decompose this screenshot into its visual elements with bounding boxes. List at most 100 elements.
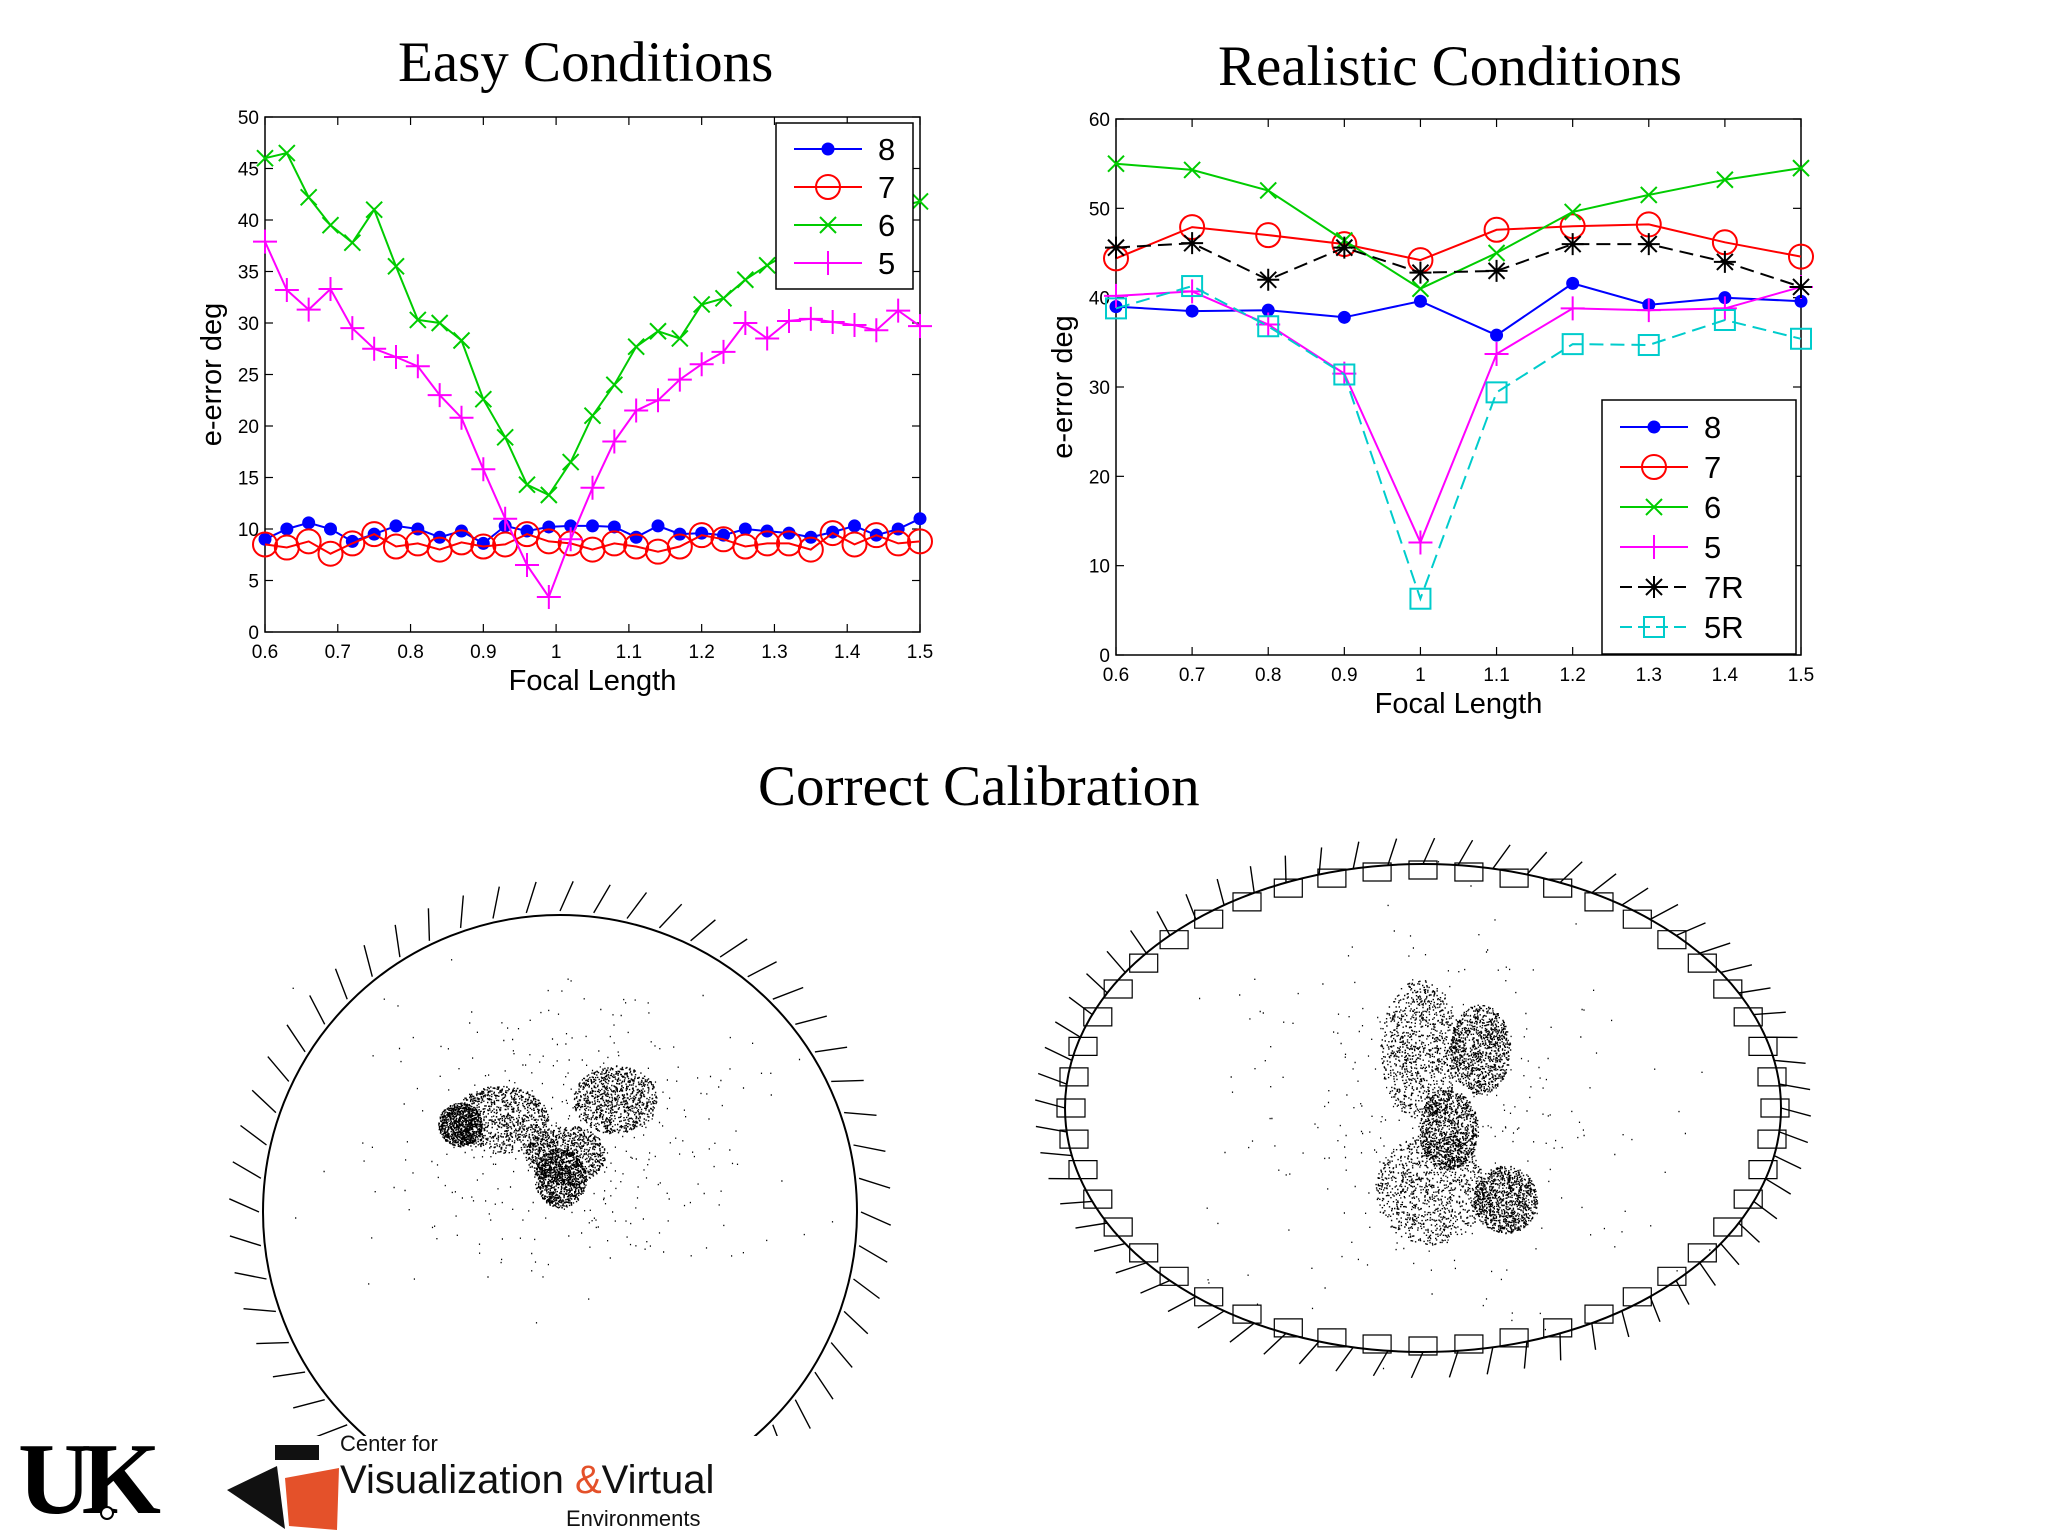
data-point: [496, 428, 514, 447]
x-tick-label: 0.9: [470, 642, 496, 663]
data-point: [602, 429, 627, 454]
data-point: [558, 527, 583, 552]
data-point: [1409, 587, 1432, 610]
cvve-word-visualization: Visualization: [340, 1458, 564, 1502]
data-point: [296, 297, 321, 322]
legend-label-7: 7: [878, 170, 895, 205]
data-point: [1716, 171, 1734, 189]
data-point: [580, 475, 605, 500]
data-point: [1560, 296, 1585, 321]
y-tick-label: 0: [1099, 646, 1110, 667]
data-point: [1483, 216, 1510, 243]
data-point: [688, 522, 715, 549]
data-point: [1181, 232, 1204, 255]
data-point: [302, 516, 316, 530]
data-point: [470, 533, 497, 560]
data-point: [624, 398, 649, 423]
data-point: [1713, 250, 1736, 273]
data-point: [886, 298, 911, 323]
data-point: [1563, 203, 1582, 221]
data-point: [1261, 303, 1275, 317]
y-tick-label: 25: [238, 366, 259, 387]
data-point: [540, 486, 558, 504]
point-cloud-left: [292, 959, 834, 1324]
x-tick-label: 0.7: [1179, 665, 1205, 686]
data-point: [1181, 275, 1204, 298]
data-point: [586, 519, 599, 533]
data-point: [627, 337, 645, 356]
data-point: [1257, 268, 1280, 291]
data-point: [1337, 310, 1351, 324]
data-point: [891, 522, 905, 536]
data-point: [607, 520, 621, 534]
data-point: [542, 520, 556, 534]
data-point: [732, 533, 759, 560]
easy-conditions-chart: 0.6 0.7 0.8 0.9 1 1.1 1.2 1.3 1.4 1.5 0 5 10 15 20 25 30…: [196, 108, 933, 697]
y-tick-label: 40: [238, 211, 259, 232]
data-point: [536, 584, 561, 609]
data-point: [754, 530, 781, 557]
data-point: [561, 453, 580, 471]
data-point: [518, 476, 536, 494]
legend-label-5: 5: [878, 246, 895, 281]
data-point: [1104, 283, 1128, 308]
data-point: [1636, 298, 1661, 323]
series-line-5: [1115, 285, 1802, 545]
data-point: [427, 383, 452, 408]
data-point: [601, 530, 628, 557]
x-tick-label: 0.8: [1255, 665, 1281, 686]
data-point: [324, 522, 337, 536]
data-point: [798, 306, 823, 331]
realistic-conditions-chart: 0.6 0.7 0.8 0.9 1 1.1 1.2 1.3 1.4 1.5 0 10 20 30 40 50 6…: [1047, 110, 1814, 720]
x-tick-label: 1.4: [834, 642, 861, 663]
y-tick-label: 30: [1089, 378, 1110, 399]
data-point: [295, 528, 322, 555]
data-point: [317, 540, 344, 567]
x-tick-label: 0.6: [1103, 665, 1129, 686]
y-tick-label: 20: [1089, 467, 1110, 488]
legend-label-6: 6: [1704, 490, 1721, 525]
y-tick-label: 40: [1089, 289, 1110, 310]
data-point: [274, 278, 299, 303]
data-point: [797, 536, 824, 563]
data-point: [885, 530, 912, 557]
data-point: [1259, 181, 1277, 200]
reconstruction-right-view: [1035, 837, 1811, 1379]
legend: 8 7 6 5 7R 5R: [1601, 399, 1797, 655]
data-point: [343, 233, 362, 252]
y-tick-label: 50: [238, 108, 259, 129]
data-point: [911, 192, 929, 211]
data-point: [1713, 309, 1736, 331]
data-point: [733, 311, 758, 335]
data-point: [256, 149, 274, 167]
legend-marker-6: [1645, 498, 1663, 516]
data-point: [908, 314, 932, 339]
y-tick-label: 35: [238, 263, 259, 284]
y-tick-label: 10: [1089, 557, 1110, 578]
easy-conditions-title: Easy Conditions: [398, 31, 774, 94]
legend-label-8: 8: [878, 132, 895, 167]
data-point: [1185, 304, 1199, 318]
data-point: [253, 229, 277, 254]
series-7R: [1105, 232, 1812, 298]
data-point: [318, 277, 343, 302]
data-point: [389, 519, 403, 533]
data-point: [365, 200, 383, 219]
x-tick-label: 1: [1415, 665, 1426, 686]
series-8: [1109, 276, 1808, 342]
data-point: [1409, 261, 1432, 284]
data-point: [629, 530, 643, 544]
y-tick-label: 10: [238, 520, 259, 541]
series-6: [1107, 154, 1810, 298]
data-point: [476, 536, 490, 550]
x-tick-label: 1.5: [907, 642, 933, 663]
series-5R: [1105, 275, 1812, 610]
legend-label-7R: 7R: [1704, 570, 1744, 605]
data-point: [258, 532, 272, 546]
data-point: [1333, 236, 1356, 259]
data-point: [848, 519, 861, 533]
x-tick-label: 0.7: [325, 642, 351, 663]
data-point: [411, 522, 425, 536]
x-tick-label: 1.3: [761, 642, 787, 663]
